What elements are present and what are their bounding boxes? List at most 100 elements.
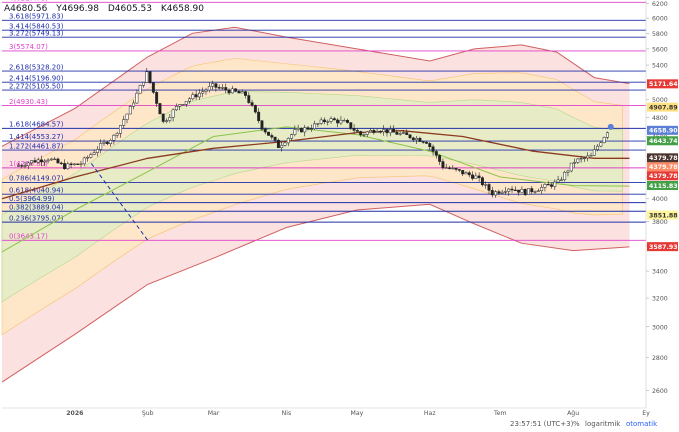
candle-body — [56, 158, 60, 164]
price-tag-label: 4115.83 — [649, 183, 678, 190]
candle — [155, 91, 159, 108]
candle-body — [171, 109, 175, 118]
candle-body — [599, 142, 603, 147]
candle-body — [395, 132, 399, 135]
candle-body — [530, 188, 534, 193]
candle — [224, 83, 228, 94]
candle-body — [267, 131, 270, 136]
candle — [72, 163, 76, 166]
inner-band-green — [1, 91, 623, 303]
candle-body — [316, 123, 320, 125]
candle — [247, 92, 251, 104]
candle-body — [293, 129, 297, 135]
candle — [184, 101, 188, 107]
percent-toggle[interactable]: % — [573, 420, 580, 428]
candle — [566, 169, 570, 177]
candle-body — [474, 175, 478, 179]
price-tag-bg — [647, 136, 678, 146]
candle-body — [306, 127, 310, 130]
candle — [484, 181, 488, 189]
candle — [346, 118, 349, 124]
candle — [240, 89, 244, 94]
candle — [119, 124, 122, 138]
candle — [480, 176, 484, 187]
candle-body — [23, 165, 27, 167]
candle-body — [102, 141, 106, 144]
candle — [606, 131, 609, 140]
candle-body — [273, 136, 277, 141]
candle-body — [346, 120, 349, 123]
bottom-bar: 23:57:51 (UTC+3) % logaritmik otomatik — [0, 417, 679, 432]
candle — [543, 182, 547, 192]
x-tick-label: Ey — [642, 410, 650, 417]
candle-body — [296, 128, 300, 130]
candle-body — [313, 123, 317, 129]
candle-body — [392, 128, 396, 133]
candle — [431, 144, 435, 156]
candle — [385, 129, 389, 137]
candle-body — [92, 152, 96, 155]
log-toggle[interactable]: logaritmik — [585, 420, 621, 428]
price-chart[interactable]: 2600280030003200340036003800400042004400… — [0, 0, 679, 417]
candle — [438, 154, 442, 166]
candle — [336, 118, 340, 128]
candle-body — [441, 161, 445, 169]
candle-body — [540, 187, 544, 192]
candle-body — [303, 127, 307, 133]
candle — [293, 125, 297, 137]
candle-body — [372, 129, 376, 133]
candle — [221, 83, 224, 90]
candle — [494, 190, 498, 198]
candle-body — [240, 91, 244, 94]
auto-toggle[interactable]: otomatik — [626, 420, 658, 428]
candle-body — [191, 94, 195, 100]
candle-body — [602, 136, 606, 144]
fib-label: 3.618(5971.83) — [9, 12, 64, 20]
candle — [273, 136, 277, 143]
candle — [359, 130, 363, 137]
candle-body — [221, 87, 224, 89]
candle-body — [59, 162, 63, 165]
candle — [23, 161, 27, 169]
candle — [352, 124, 356, 135]
candle-body — [148, 71, 152, 84]
candle-body — [72, 163, 76, 165]
candle — [43, 158, 47, 167]
candle — [148, 71, 152, 85]
candle — [510, 185, 514, 193]
candle — [181, 103, 185, 106]
price-tag: 5171.64 — [647, 79, 678, 89]
candle-body — [550, 184, 553, 187]
candle — [56, 157, 60, 164]
candle — [158, 102, 162, 115]
ohlc-readout: A4680.56 Y4696.98 D4605.53 K4658.90 — [4, 4, 210, 14]
candle — [244, 90, 247, 99]
y-tick-label: 6200 — [652, 1, 668, 8]
candle-body — [115, 133, 119, 136]
candle-body — [178, 104, 182, 107]
candle — [230, 85, 234, 94]
candle-body — [168, 117, 172, 121]
candle-body — [95, 149, 99, 153]
y-tick-label: 3000 — [652, 324, 668, 331]
candle — [441, 158, 445, 170]
candle-body — [309, 128, 313, 130]
candle — [546, 181, 550, 186]
clock-readout: 23:57:51 (UTC+3) — [510, 420, 574, 428]
candle-body — [378, 131, 382, 133]
candle — [530, 186, 534, 195]
candle — [401, 129, 405, 135]
candle — [329, 116, 333, 124]
candle-body — [280, 145, 284, 149]
price-tag-bg — [647, 242, 678, 252]
candle — [105, 140, 109, 146]
ohlc-open: A4680.56 — [4, 4, 48, 14]
candle-body — [428, 143, 432, 147]
fib-label: 0.618(4040.94) — [9, 186, 64, 194]
candle-body — [79, 163, 83, 165]
candle — [405, 129, 409, 135]
price-tag: 4379.78 — [647, 171, 678, 181]
candle — [82, 156, 86, 166]
candle — [257, 108, 261, 124]
price-tag: 4643.74 — [647, 136, 678, 146]
